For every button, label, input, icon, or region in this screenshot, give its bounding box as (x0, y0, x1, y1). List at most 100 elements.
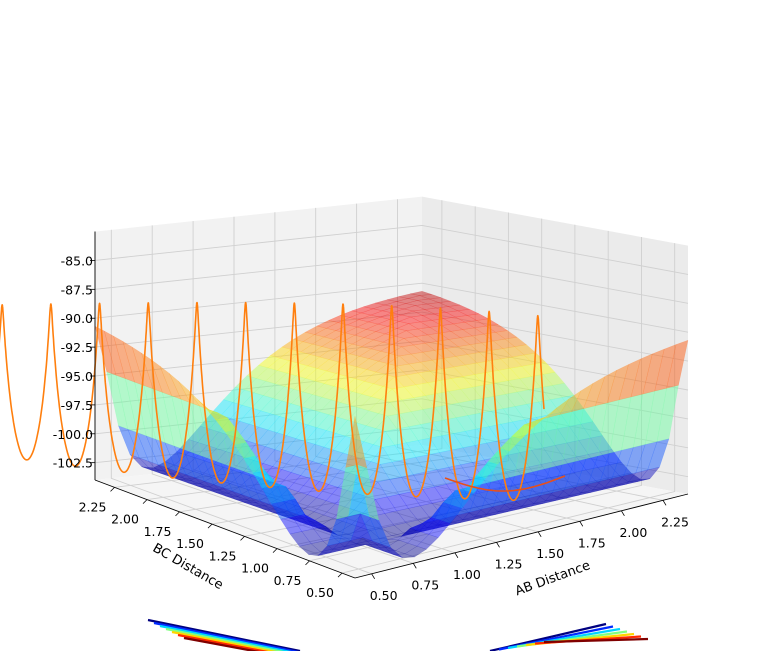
surface-facet (267, 357, 290, 371)
surface-facet (443, 356, 466, 368)
surface-facet (540, 461, 563, 478)
z-tick-label: -85.0 (61, 253, 93, 268)
surface-facet (391, 338, 415, 348)
surface-facet (300, 394, 323, 410)
surface-facet (502, 424, 525, 480)
surface-facet (236, 489, 259, 500)
surface-facet (291, 391, 313, 407)
surface-facet (488, 501, 511, 512)
surface-facet (366, 360, 389, 373)
surface-facet (230, 472, 252, 488)
surface-facet (393, 553, 415, 558)
surface-facet (162, 392, 184, 450)
surface-facet (401, 474, 424, 493)
surface-facet (337, 534, 359, 539)
surface-facet (519, 376, 542, 391)
surface-facet (180, 398, 203, 457)
surface-facet (516, 466, 539, 483)
surface-facet (483, 457, 506, 475)
surface-facet (474, 513, 496, 518)
surface-facet (443, 316, 466, 325)
surface-facet (265, 370, 288, 385)
surface-facet (410, 409, 433, 425)
grid-line (94, 398, 689, 449)
surface-facet (441, 433, 464, 451)
surface-facet (344, 493, 367, 511)
surface-facet (183, 457, 206, 472)
surface-facet (183, 449, 205, 482)
surface-facet (318, 528, 340, 532)
surface-facet (550, 474, 573, 489)
surface-facet (369, 516, 392, 548)
surface-facet (535, 414, 558, 432)
surface-facet (344, 326, 367, 336)
surface-facet (295, 494, 318, 509)
surface-facet (356, 410, 379, 426)
surface-facet (483, 382, 506, 397)
surface-facet (408, 321, 431, 330)
surface-facet (300, 343, 323, 355)
surface-facet (167, 467, 189, 484)
surface-facet (464, 320, 487, 329)
surface-facet (415, 334, 438, 344)
surface-facet (557, 495, 579, 499)
surface-facet (234, 440, 257, 458)
surface-facet (204, 448, 227, 465)
surface-facet (295, 424, 318, 442)
surface-facet (417, 517, 440, 528)
surface-facet (258, 355, 281, 369)
surface-facet (351, 337, 375, 347)
surface-facet (346, 537, 369, 545)
surface-facet (486, 511, 508, 515)
surface-facet (314, 500, 336, 516)
surface-facet (460, 462, 483, 480)
surface-facet (408, 295, 430, 301)
surface-facet (545, 428, 568, 446)
surface-facet (360, 515, 383, 531)
surface-facet (447, 511, 471, 526)
surface-facet (389, 476, 412, 495)
axis-panes (95, 196, 688, 578)
x-tick-mark (579, 521, 584, 527)
surface-facet (609, 396, 632, 454)
surface-facet (618, 358, 641, 401)
z-tick-label: -92.5 (61, 340, 93, 355)
surface-facet (264, 499, 287, 510)
surface-facet (344, 422, 367, 440)
surface-facet (450, 447, 473, 466)
surface-facet (372, 513, 395, 529)
surface-facet (387, 355, 410, 367)
surface-facet (176, 439, 199, 456)
surface-facet (307, 356, 330, 369)
surface-facet (398, 293, 420, 299)
surface-facet (533, 430, 556, 449)
surface-facet (573, 405, 596, 462)
surface-facet (103, 330, 126, 379)
surface-facet (396, 298, 418, 304)
surface-facet (237, 423, 259, 442)
surface-facet (481, 474, 504, 491)
surface-facet (314, 430, 337, 448)
surface-facet (227, 420, 250, 439)
surface-facet (368, 350, 391, 362)
surface-facet (383, 550, 406, 555)
surface-facet (274, 502, 297, 513)
surface-facet (330, 452, 353, 471)
surface-facet (417, 437, 440, 456)
surface-facet (413, 342, 436, 353)
surface-facet (106, 371, 128, 430)
surface-facet (131, 346, 154, 390)
surface-facet (491, 408, 513, 425)
surface-facet (384, 301, 406, 308)
surface-facet (518, 494, 542, 510)
grid-line (274, 212, 539, 533)
surface-facet (308, 551, 330, 556)
side-pane (422, 196, 688, 494)
surface-facet (417, 327, 440, 336)
trajectory-line (0, 301, 545, 502)
surface-facet (393, 522, 416, 534)
surface-facet (441, 323, 464, 332)
surface-facet (419, 517, 442, 535)
surface-facet (407, 531, 430, 547)
